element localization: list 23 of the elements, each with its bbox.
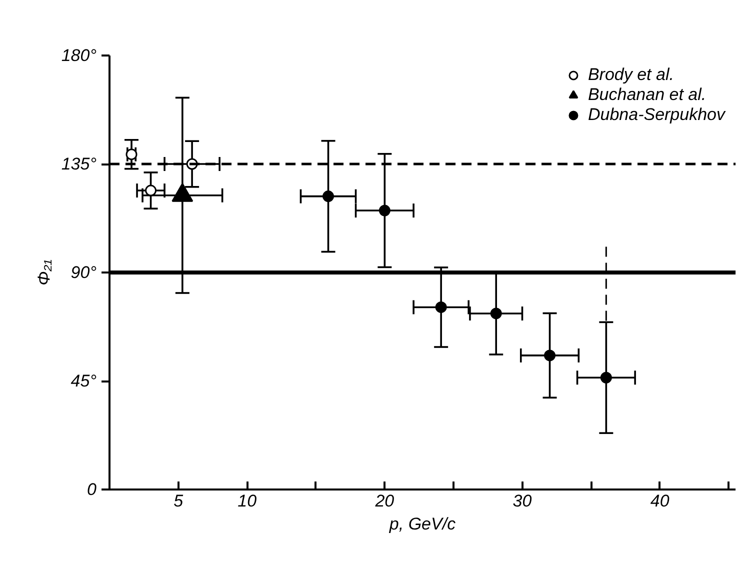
- point: [378, 204, 390, 216]
- legend-label: Brody et al.: [588, 65, 674, 85]
- point: [544, 350, 556, 362]
- point: [322, 190, 334, 202]
- y-axis-title: Φ₂₁: [34, 259, 54, 286]
- point: [435, 301, 447, 313]
- x-tick-label: 5: [174, 492, 184, 510]
- point: [490, 308, 502, 320]
- point: [126, 148, 138, 160]
- x-tick-label: 20: [374, 492, 395, 510]
- x-tick-label: 10: [238, 492, 258, 510]
- x-axis-title: p, GeV/c: [388, 514, 456, 534]
- y-tick-label: 180°: [61, 46, 97, 65]
- legend-label: Dubna-Serpukhov: [588, 105, 725, 125]
- y-tick-label: 45°: [70, 372, 97, 390]
- x-tick-label: 30: [512, 492, 532, 510]
- x-tick-label: 40: [650, 492, 670, 510]
- y-tick-label: 0: [87, 480, 98, 499]
- y-tick-label: 90°: [70, 263, 97, 282]
- legend-label: Buchanan et al.: [588, 85, 706, 105]
- y-tick-label: 135°: [61, 154, 97, 174]
- point: [145, 184, 157, 196]
- point: [600, 372, 612, 384]
